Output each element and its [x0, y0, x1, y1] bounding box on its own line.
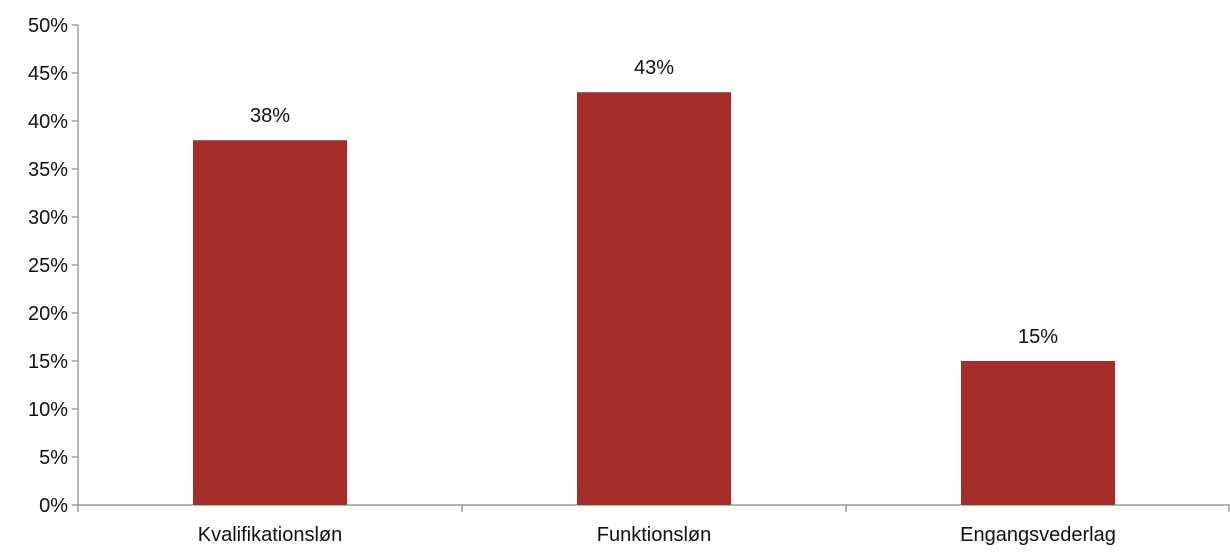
y-tick-label: 10% [28, 399, 68, 421]
data-label: 38% [250, 105, 290, 127]
x-tick-label: Funktionsløn [597, 524, 712, 546]
x-axis: Kvalifikationsløn Funktionsløn Engangsvede… [77, 504, 1230, 546]
bar-kvalifikationsl-n [193, 140, 347, 505]
bar-engangsvederlag [961, 361, 1115, 505]
y-tick-label: 30% [28, 207, 68, 229]
y-tick-label: 15% [28, 351, 68, 373]
y-tick-label: 5% [39, 447, 68, 469]
y-tick-label: 20% [28, 303, 68, 325]
data-label: 15% [1018, 326, 1058, 348]
y-axis: 0% 5% 10% 15% 20% 25% 30% 35% 40% 45% 50% [28, 15, 79, 517]
bar-funktionsl-n [577, 92, 731, 505]
y-tick-label: 25% [28, 255, 68, 277]
bars [193, 92, 1115, 505]
y-tick-label: 35% [28, 159, 68, 181]
data-label: 43% [634, 57, 674, 79]
y-tick-label: 45% [28, 63, 68, 85]
x-tick-label: Engangsvederlag [960, 524, 1116, 546]
y-tick-label: 50% [28, 15, 68, 37]
y-tick-label: 0% [39, 495, 68, 517]
data-labels: 38% 43% 15% [250, 57, 1058, 348]
x-tick-label: Kvalifikationsløn [198, 524, 343, 546]
y-tick-label: 40% [28, 111, 68, 133]
